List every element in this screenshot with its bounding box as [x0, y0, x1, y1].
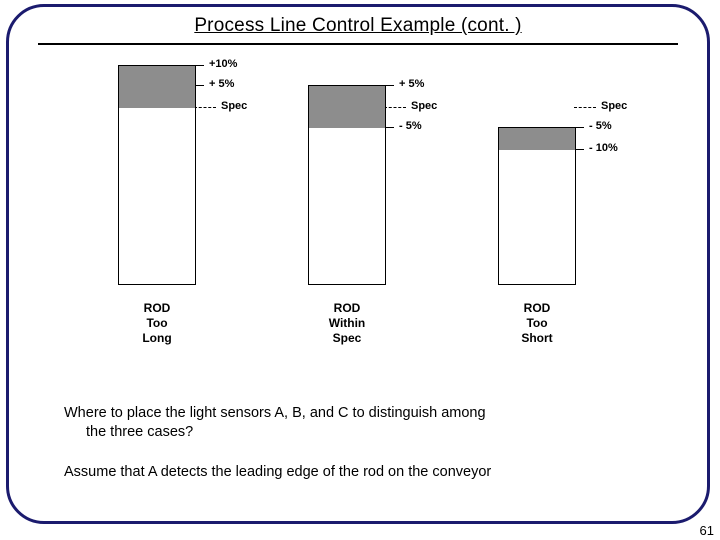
rod-caption: RODTooLong — [118, 301, 196, 346]
rod-caption-line: Within — [308, 316, 386, 331]
rod-box — [498, 127, 576, 285]
rod-caption-line: Spec — [308, 331, 386, 346]
slide-frame: Process Line Control Example (cont. ) +1… — [6, 4, 710, 524]
rod-caption: RODTooShort — [498, 301, 576, 346]
rod-diagram: +10%+ 5%SpecRODTooLong+ 5%Spec- 5%RODWit… — [78, 65, 638, 365]
question-line-2: the three cases? — [64, 423, 652, 443]
tick-label: Spec — [221, 100, 247, 112]
tick-line — [194, 107, 216, 108]
tick-label: Spec — [411, 100, 437, 112]
rod-caption: RODWithinSpec — [308, 301, 386, 346]
rod-caption-line: Too — [498, 316, 576, 331]
rod-caption-line: Short — [498, 331, 576, 346]
tick-label: - 5% — [399, 120, 422, 132]
question-line-1: Where to place the light sensors A, B, a… — [64, 405, 486, 421]
rod-caption-line: Too — [118, 316, 196, 331]
question-text: Where to place the light sensors A, B, a… — [64, 404, 652, 443]
rod-box — [308, 85, 386, 285]
title-rule — [38, 43, 678, 45]
rod-caption-line: ROD — [498, 301, 576, 316]
rod-cap — [499, 128, 575, 150]
tick-label: + 5% — [399, 78, 424, 90]
tick-label: - 10% — [589, 142, 618, 154]
tick-line — [384, 107, 406, 108]
page-number: 61 — [700, 523, 714, 538]
slide-title: Process Line Control Example (cont. ) — [194, 15, 521, 37]
tick-label: + 5% — [209, 78, 234, 90]
tick-label: Spec — [601, 100, 627, 112]
rod-box — [118, 65, 196, 285]
rod-caption-line: Long — [118, 331, 196, 346]
rod-caption-line: ROD — [308, 301, 386, 316]
rod-cap — [309, 86, 385, 128]
rod-cap — [119, 66, 195, 108]
assumption-text: Assume that A detects the leading edge o… — [64, 463, 652, 483]
title-block: Process Line Control Example (cont. ) — [9, 7, 707, 45]
tick-label: +10% — [209, 58, 237, 70]
rod-caption-line: ROD — [118, 301, 196, 316]
tick-line — [574, 107, 596, 108]
tick-label: - 5% — [589, 120, 612, 132]
